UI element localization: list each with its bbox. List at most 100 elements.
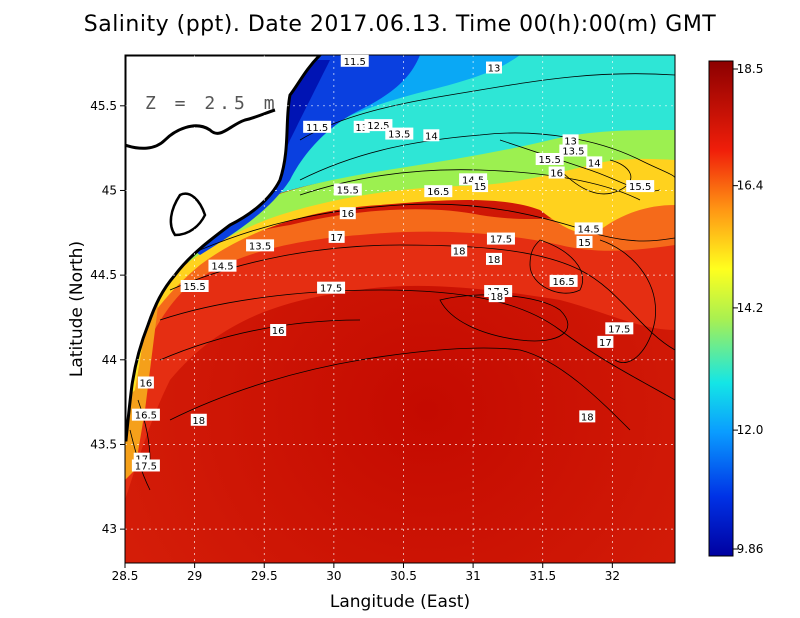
colorbar-tick-label: 9.86 bbox=[737, 542, 764, 556]
svg-text:17.5: 17.5 bbox=[320, 284, 342, 295]
colorbar-tick-label: 16.4 bbox=[737, 179, 764, 193]
colorbar-tick-label: 12.0 bbox=[737, 423, 764, 437]
contour-label: 12.5 bbox=[364, 119, 393, 132]
svg-text:14.5: 14.5 bbox=[211, 262, 233, 273]
contour-label: 13.5 bbox=[246, 239, 275, 252]
contour-label: 16.5 bbox=[424, 185, 453, 198]
svg-text:15: 15 bbox=[578, 238, 591, 249]
svg-text:14: 14 bbox=[425, 131, 438, 142]
contour-lines bbox=[129, 73, 675, 491]
map-frame bbox=[124, 54, 676, 564]
contour-label: 16 bbox=[137, 376, 154, 390]
svg-text:17.5: 17.5 bbox=[608, 324, 630, 335]
contour-label: 16 bbox=[339, 207, 356, 220]
contour-label: 14.5 bbox=[208, 259, 237, 273]
svg-text:13.5: 13.5 bbox=[249, 241, 271, 252]
svg-text:13: 13 bbox=[355, 123, 368, 134]
x-axis: 28.5 29 29.5 30 30.5 31 31.5 32 bbox=[112, 563, 620, 583]
x-tick-label: 28.5 bbox=[112, 569, 139, 583]
svg-text:18: 18 bbox=[581, 412, 594, 423]
grid-lines bbox=[125, 55, 675, 563]
contour-label: 17.5 bbox=[317, 281, 346, 295]
svg-text:17.5: 17.5 bbox=[135, 461, 157, 472]
contour-label: 15.5 bbox=[626, 180, 655, 193]
y-tick-label: 44.5 bbox=[90, 268, 117, 282]
y-tick-label: 43 bbox=[102, 522, 117, 536]
contour-label: 15.5 bbox=[333, 183, 362, 196]
svg-text:16: 16 bbox=[140, 379, 153, 390]
svg-text:18: 18 bbox=[192, 416, 205, 427]
svg-text:13: 13 bbox=[488, 64, 501, 75]
colorbar bbox=[708, 60, 734, 557]
contour-label: 13.5 bbox=[559, 144, 588, 158]
svg-text:17: 17 bbox=[330, 233, 343, 244]
y-tick-label: 43.5 bbox=[90, 437, 117, 451]
chart-title: Salinity (ppt). Date 2017.06.13. Time 00… bbox=[83, 12, 717, 37]
delta-island bbox=[169, 192, 207, 237]
contour-label: 15 bbox=[472, 180, 489, 193]
svg-text:18: 18 bbox=[453, 246, 466, 257]
contour-label: 18 bbox=[485, 252, 502, 266]
contour-label: 15 bbox=[576, 235, 593, 249]
contour-label: 15.5 bbox=[180, 279, 209, 293]
svg-text:18: 18 bbox=[488, 255, 501, 266]
svg-text:11.5: 11.5 bbox=[306, 123, 328, 134]
x-tick-label: 32 bbox=[605, 569, 620, 583]
svg-text:15.5: 15.5 bbox=[539, 155, 561, 166]
svg-text:18: 18 bbox=[490, 292, 503, 303]
contour-label: 17 bbox=[328, 230, 345, 244]
svg-text:15.5: 15.5 bbox=[629, 182, 651, 193]
svg-text:16: 16 bbox=[341, 209, 354, 220]
x-tick-label: 30 bbox=[326, 569, 341, 583]
y-axis: 43 43.5 44 44.5 45 45.5 bbox=[90, 99, 125, 536]
contour-label: 14 bbox=[423, 129, 440, 142]
contour-label: 17.5 bbox=[486, 232, 515, 246]
contour-label: 17.5 bbox=[605, 322, 634, 335]
colorbar-tick-label: 18.5 bbox=[737, 62, 764, 76]
x-tick-label: 29 bbox=[187, 569, 202, 583]
contour-label: 16.5 bbox=[549, 274, 578, 288]
contour-label: 13 bbox=[485, 61, 502, 75]
y-tick-label: 44 bbox=[102, 353, 117, 367]
svg-text:16.5: 16.5 bbox=[552, 277, 574, 288]
contour-label: 14.5 bbox=[574, 222, 603, 235]
y-axis-label: Latitude (North) bbox=[67, 241, 87, 377]
depth-label: Z = 2.5 m bbox=[145, 93, 279, 114]
contour-label: 17 bbox=[597, 335, 614, 349]
svg-text:17.5: 17.5 bbox=[490, 235, 512, 246]
svg-text:13.5: 13.5 bbox=[388, 130, 410, 141]
band-red-bright bbox=[125, 227, 675, 500]
x-axis-label: Langitude (East) bbox=[330, 592, 470, 612]
svg-text:16: 16 bbox=[272, 326, 285, 337]
contour-label: 18 bbox=[190, 413, 207, 427]
coastline-north bbox=[125, 108, 276, 150]
contour-label: 13 bbox=[562, 134, 579, 147]
svg-text:11.5: 11.5 bbox=[344, 57, 366, 68]
x-tick-label: 31 bbox=[465, 569, 480, 583]
svg-text:14: 14 bbox=[588, 158, 601, 169]
svg-text:13.5: 13.5 bbox=[562, 147, 584, 158]
svg-text:13: 13 bbox=[564, 136, 577, 147]
contour-label: 13 bbox=[353, 120, 370, 134]
contour-label: 11.5 bbox=[340, 54, 369, 68]
y-tick-label: 45 bbox=[102, 183, 117, 197]
x-tick-label: 31.5 bbox=[529, 569, 556, 583]
svg-text:14.5: 14.5 bbox=[578, 224, 600, 235]
colorbar-tick-label: 14.2 bbox=[737, 301, 764, 315]
contour-label: 18 bbox=[579, 410, 596, 423]
x-tick-label: 29.5 bbox=[251, 569, 278, 583]
contour-label: 18 bbox=[488, 290, 505, 303]
svg-text:12.5: 12.5 bbox=[367, 121, 389, 132]
svg-text:15.5: 15.5 bbox=[183, 282, 205, 293]
contour-label: 15.5 bbox=[535, 152, 564, 166]
svg-text:15: 15 bbox=[474, 182, 487, 193]
land bbox=[125, 55, 323, 442]
map-field bbox=[125, 55, 675, 563]
contour-label: 13.5 bbox=[385, 127, 414, 141]
contour-label: 18 bbox=[451, 244, 468, 257]
y-tick-label: 45.5 bbox=[90, 99, 117, 113]
colorbar-ticks: 18.5 16.4 14.2 12.0 9.86 bbox=[733, 62, 763, 556]
svg-text:16: 16 bbox=[550, 169, 563, 180]
